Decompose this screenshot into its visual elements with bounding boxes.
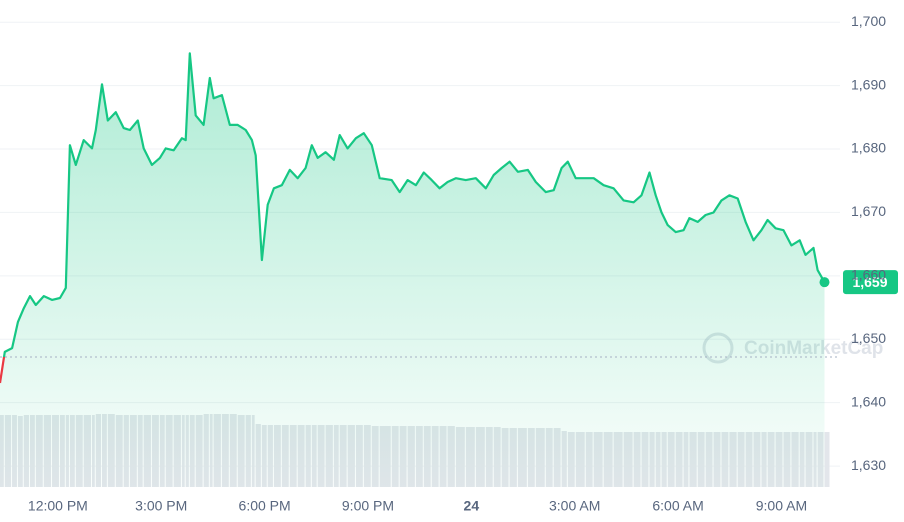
y-tick-label: 1,700 [851, 13, 886, 29]
y-tick-label: 1,650 [851, 330, 886, 346]
x-tick-label: 9:00 AM [756, 498, 807, 514]
price-tag-label: 1,659 [852, 274, 887, 290]
plot: 1,659 [0, 52, 898, 488]
last-point [819, 277, 830, 288]
y-tick-label: 1,670 [851, 203, 886, 219]
x-tick-label: 6:00 AM [652, 498, 703, 514]
y-tick-label: 1,680 [851, 140, 886, 156]
y-tick-label: 1,660 [851, 267, 886, 283]
x-tick-label: 9:00 PM [342, 498, 394, 514]
x-tick-label: 6:00 PM [239, 498, 291, 514]
price-line [2, 52, 826, 358]
x-tick-label: 12:00 PM [28, 498, 88, 514]
y-tick-label: 1,630 [851, 457, 886, 473]
volume-bar [824, 432, 830, 487]
y-tick-label: 1,690 [851, 76, 886, 92]
area [0, 53, 825, 488]
y-tick-label: 1,640 [851, 393, 886, 409]
x-tick-label: 24 [464, 498, 480, 514]
x-tick-label: 3:00 PM [135, 498, 187, 514]
x-tick-label: 3:00 AM [549, 498, 600, 514]
price-tag [843, 270, 898, 295]
